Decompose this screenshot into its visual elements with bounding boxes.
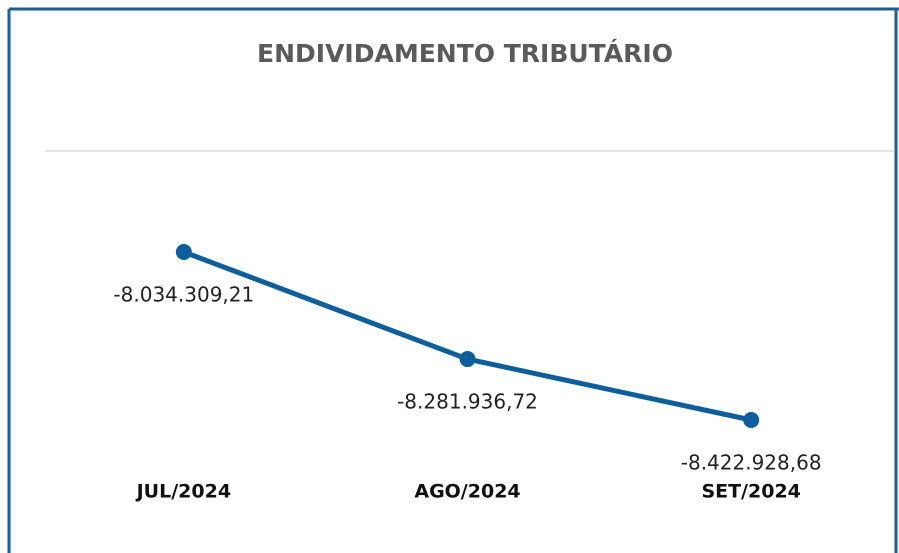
chart-title: ENDIVIDAMENTO TRIBUTÁRIO xyxy=(257,39,673,68)
value-label: -8.422.928,68 xyxy=(681,451,822,475)
point xyxy=(175,244,192,260)
x-tick-label: SET/2024 xyxy=(701,481,800,503)
x-tick-label: JUL/2024 xyxy=(135,481,231,503)
value-label: -8.281.936,72 xyxy=(397,390,538,414)
point xyxy=(743,412,760,428)
x-tick-label: AGO/2024 xyxy=(414,481,520,503)
value-label: -8.034.309,21 xyxy=(113,283,254,307)
point xyxy=(459,351,476,368)
